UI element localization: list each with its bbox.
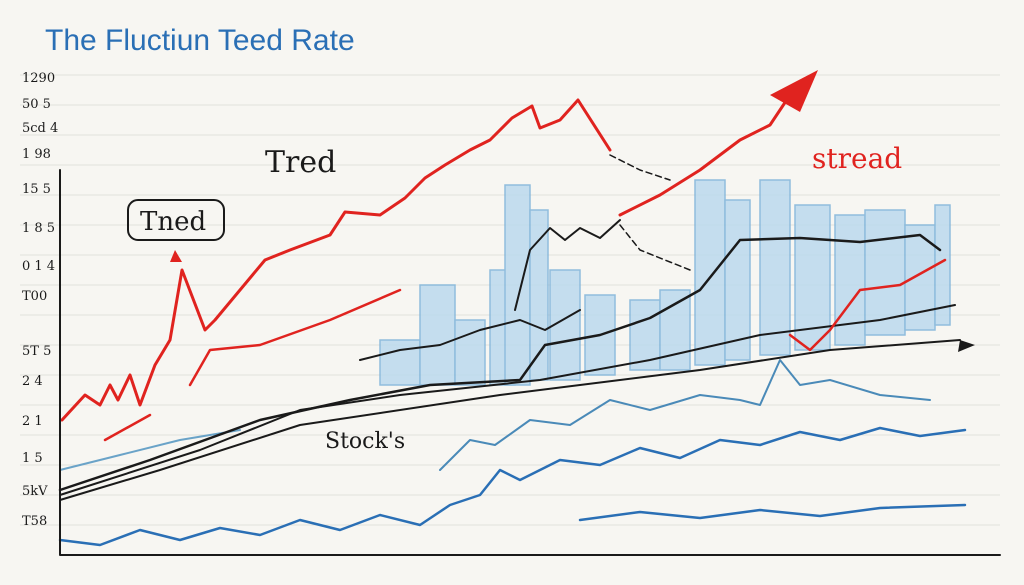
axis-label: T00	[22, 289, 47, 304]
annotation: Tred	[265, 145, 336, 180]
axis-label: 2 4	[22, 374, 43, 389]
axis-label: 5T 5	[22, 344, 51, 359]
axis-label: 1 98	[22, 147, 51, 162]
arrow-head	[170, 250, 182, 262]
axis-label: 5kV	[22, 484, 48, 499]
lines	[58, 93, 1001, 556]
axis-label: 1 5	[22, 451, 43, 466]
arrow-head	[958, 340, 975, 352]
annotation: Stock's	[325, 429, 405, 454]
axis-label: 1290	[22, 71, 55, 86]
label-box	[127, 199, 225, 241]
axis-label: T58	[22, 514, 47, 529]
buildings	[379, 179, 951, 386]
title: The Fluctiun Teed Rate	[45, 24, 355, 57]
axis-label: 50 5	[22, 97, 51, 112]
axis-label: 15 5	[22, 182, 51, 197]
axis-labels: 1290 50 5 5cd 4 1 98 15 5 1 8 5 0 1 4 T00 5T 5 2 …	[22, 71, 58, 529]
axis-label: 0 1 4	[22, 259, 55, 274]
arrow-head	[770, 70, 818, 112]
axis-label: 1 8 5	[22, 221, 55, 236]
axis-label: 2 1	[22, 414, 43, 429]
annotation: stread	[812, 142, 902, 175]
axis-label: 5cd 4	[22, 121, 58, 136]
annotation: Tned	[140, 207, 206, 237]
